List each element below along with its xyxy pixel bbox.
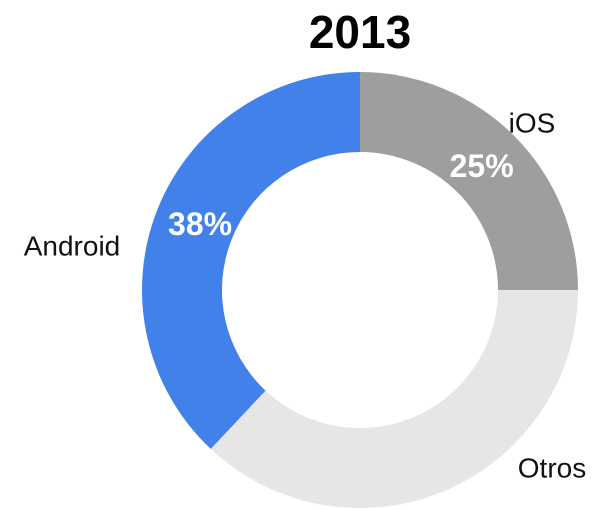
category-label: iOS (509, 107, 556, 138)
category-label: Android (24, 230, 121, 261)
category-label: Otros (518, 452, 586, 483)
donut-slice (360, 72, 578, 290)
donut-slice (142, 72, 360, 449)
value-label: 25% (450, 148, 514, 184)
value-label: 38% (168, 206, 232, 242)
donut-slice (210, 290, 578, 508)
chart-title: 2013 (309, 6, 411, 58)
